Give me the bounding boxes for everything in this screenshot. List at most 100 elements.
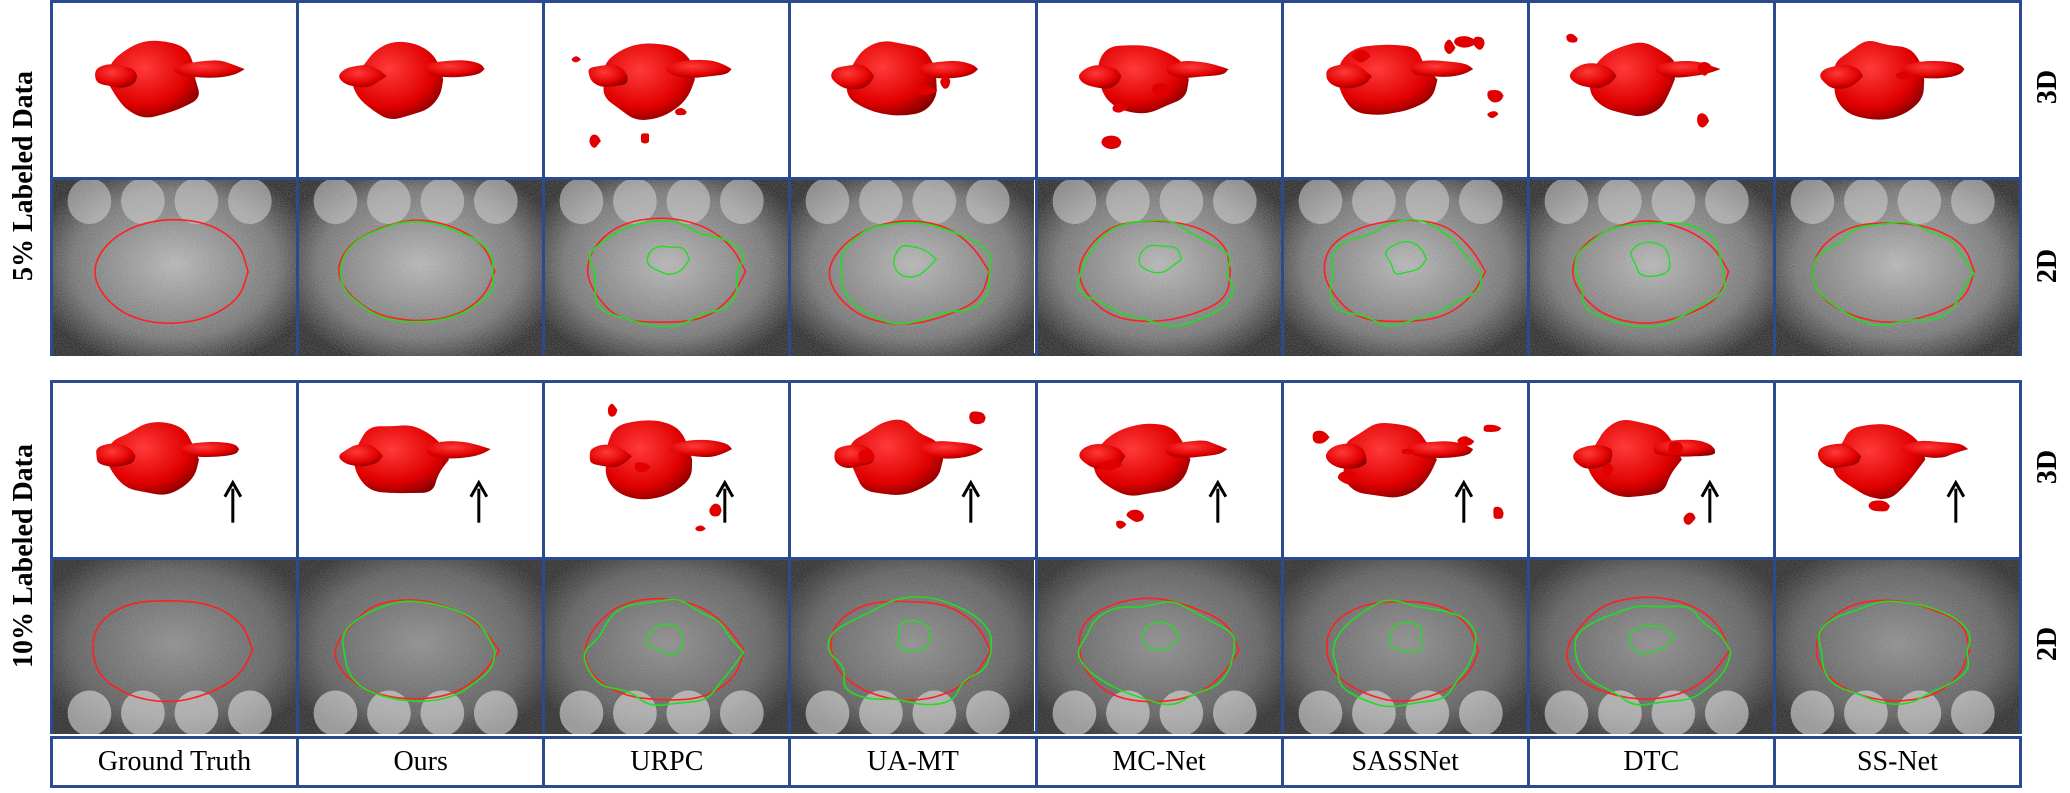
- row-label-2d-10pct: 2D: [2028, 556, 2068, 732]
- panel-3d-sassnet: [1280, 383, 1527, 557]
- segmentation-main-body: [1097, 45, 1189, 114]
- group-label-10pct-text: 10% Labeled Data: [8, 444, 39, 668]
- segmentation-main-body: [849, 419, 944, 495]
- segmentation-3d-render: [831, 41, 979, 116]
- segmentation-3d-render: [96, 422, 243, 523]
- mri-slice-with-contours: [1037, 560, 1281, 734]
- mri-slice-with-contours: [545, 180, 789, 356]
- segmentation-main-body: [1589, 42, 1676, 117]
- mri-slice-with-contours: [1529, 180, 1773, 356]
- group-label-5pct: 5% Labeled Data: [2, 0, 46, 352]
- segmentation-3d-render: [590, 403, 735, 532]
- panel-2d-ss-net: [1772, 180, 2019, 356]
- panel-3d-ua-mt: [788, 3, 1034, 177]
- segmentation-main-body: [352, 41, 444, 120]
- panel-2d-dtc: [1526, 560, 1773, 734]
- mri-slice-with-contours: [1775, 180, 2019, 356]
- group-label-10pct: 10% Labeled Data: [2, 380, 46, 732]
- panel-2d-ours: [296, 560, 543, 734]
- mri-slice-with-contours: [791, 560, 1035, 734]
- segmentation-3d-render: [339, 425, 491, 523]
- segmentation-main-body: [1343, 422, 1437, 498]
- segmentation-3d-render: [1572, 419, 1719, 525]
- panel-3d-urpc: [542, 3, 788, 177]
- segmentation-main-body: [354, 425, 450, 494]
- panel-2d-mc-net: [1034, 180, 1281, 356]
- panel-3d-mc-net: [1034, 383, 1281, 557]
- row-label-3d-5pct-text: 3D: [2031, 69, 2063, 105]
- segmentation-main-body: [605, 420, 693, 500]
- segmentation-3d-render: [1566, 33, 1721, 128]
- panel-3d-ground-truth: [53, 3, 296, 177]
- row-label-2d-5pct-text: 2D: [2031, 248, 2063, 284]
- segmentation-main-body: [1092, 423, 1190, 496]
- mri-slice-with-contours: [1037, 180, 1281, 356]
- panel-3d-dtc: [1526, 383, 1773, 557]
- segmentation-main-body: [106, 422, 199, 495]
- mri-slice-with-contours: [299, 560, 543, 734]
- panel-2d-ua-mt: [788, 560, 1035, 734]
- up-arrow-icon: [1208, 479, 1227, 523]
- caption-sassnet: SASSNet: [1280, 739, 1527, 785]
- panel-2d-ua-mt: [788, 180, 1035, 356]
- panel-2d-dtc: [1526, 180, 1773, 356]
- caption-dtc: DTC: [1526, 739, 1773, 785]
- segmentation-3d-render: [95, 40, 245, 118]
- panel-2d-sassnet: [1280, 560, 1527, 734]
- row-label-3d-10pct: 3D: [2028, 380, 2068, 554]
- row-label-2d-10pct-text: 2D: [2031, 626, 2063, 662]
- panel-3d-urpc: [542, 383, 788, 557]
- segmentation-main-body: [1337, 44, 1438, 115]
- segmentation-3d-render: [339, 41, 485, 120]
- row-3d-10pct: [53, 383, 2019, 557]
- caption-ours: Ours: [296, 739, 542, 785]
- caption-ss-net: SS-Net: [1772, 739, 2019, 785]
- row-label-2d-5pct: 2D: [2028, 178, 2068, 354]
- row-3d-5pct: [53, 3, 2019, 177]
- caption-ground-truth: Ground Truth: [97, 746, 252, 777]
- segmentation-3d-render: [1325, 36, 1504, 118]
- mri-slice-with-contours: [1283, 560, 1527, 734]
- panel-3d-ua-mt: [788, 383, 1034, 557]
- panel-2d-sassnet: [1280, 180, 1527, 356]
- panel-2d-mc-net: [1034, 560, 1281, 734]
- segmentation-3d-render: [834, 411, 987, 523]
- panel-3d-ours: [296, 3, 542, 177]
- panel-2d-ss-net: [1772, 560, 2019, 734]
- mri-slice-with-contours: [1775, 560, 2019, 734]
- panel-3d-ss-net: [1772, 383, 2019, 557]
- row-2d-5pct: [53, 177, 2019, 356]
- segmentation-main-body: [1834, 40, 1925, 120]
- caption-urpc: URPC: [542, 739, 788, 785]
- caption-ua-mt: UA-MT: [788, 739, 1034, 785]
- segmentation-3d-render: [1078, 423, 1227, 529]
- row-2d-10pct: [53, 557, 2019, 734]
- panel-2d-urpc: [542, 180, 789, 356]
- up-arrow-icon: [1700, 479, 1719, 523]
- panel-3d-ss-net: [1772, 3, 2019, 177]
- mri-slice-with-contours: [1283, 180, 1527, 356]
- up-arrow-icon: [1946, 479, 1965, 523]
- segmentation-main-body: [847, 41, 938, 116]
- segmentation-main-body: [107, 40, 199, 118]
- panel-3d-mc-net: [1034, 3, 1281, 177]
- row-label-3d-10pct-text: 3D: [2031, 449, 2063, 485]
- panel-2d-urpc: [542, 560, 789, 734]
- up-arrow-icon: [223, 479, 243, 523]
- mri-slice-with-contours: [53, 560, 296, 734]
- panel-2d-ours: [296, 180, 543, 356]
- up-arrow-icon: [715, 479, 735, 523]
- up-arrow-icon: [1454, 479, 1473, 523]
- mri-slice-with-contours: [791, 180, 1035, 356]
- segmentation-3d-render: [1820, 40, 1965, 120]
- segmentation-3d-render: [1078, 45, 1228, 150]
- panel-2d-ground-truth: [53, 180, 296, 356]
- segmentation-3d-render: [1817, 424, 1969, 523]
- up-arrow-icon: [961, 479, 981, 523]
- panel-group-10pct: [50, 380, 2022, 734]
- panel-group-5pct: [50, 0, 2022, 356]
- segmentation-main-body: [603, 43, 696, 120]
- segmentation-3d-render: [1312, 422, 1504, 523]
- method-caption-bar: Ground Truth Ours URPC UA-MT MC-Net SASSNet DT…: [50, 736, 2022, 788]
- mri-slice-with-contours: [299, 180, 543, 356]
